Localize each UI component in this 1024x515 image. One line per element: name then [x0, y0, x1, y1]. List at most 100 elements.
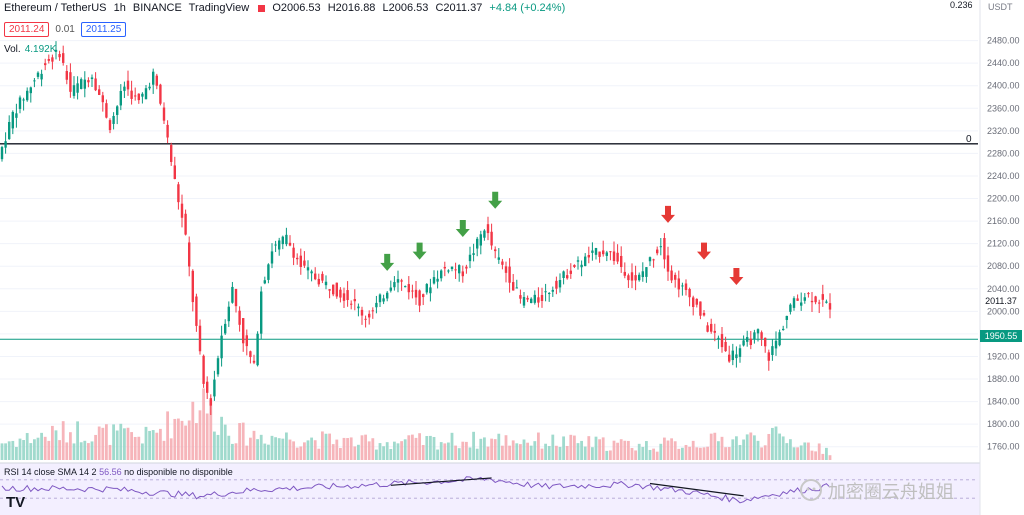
candle-body: [126, 80, 130, 90]
market-status-icon: [258, 4, 266, 12]
volume-bar: [367, 441, 371, 460]
volume-bar: [429, 435, 432, 460]
candle-body: [339, 289, 342, 298]
volume-bar: [508, 445, 511, 460]
rsi-trendline: [649, 482, 744, 497]
volume-bar: [436, 449, 439, 460]
volume-bar: [295, 447, 299, 460]
volume-bar: [249, 437, 252, 460]
volume-bar: [529, 445, 533, 460]
exchange: BINANCE: [132, 2, 182, 14]
y-tick-label: 1840.00: [987, 397, 1020, 407]
candle-body: [821, 294, 824, 300]
volume-bar: [137, 436, 141, 460]
candle-body: [443, 266, 446, 269]
volume-bar: [504, 435, 508, 460]
candle-body: [666, 255, 670, 272]
rsi-legend[interactable]: RSI 14 close SMA 14 2 56.56 no disponibl…: [4, 467, 233, 477]
candle-body: [54, 49, 58, 52]
candle-body: [310, 271, 313, 274]
candle-body: [674, 274, 677, 280]
candle-body: [202, 355, 205, 384]
candle-body: [281, 236, 284, 245]
candle-body: [411, 290, 414, 292]
volume-bar: [349, 437, 353, 460]
candle-body: [198, 325, 202, 352]
volume-bar: [187, 420, 191, 460]
sell-button[interactable]: 2011.24: [4, 22, 50, 37]
volume-bar: [612, 440, 616, 460]
symbol-name[interactable]: Ethereum / TetherUS: [4, 2, 107, 14]
volume-bar: [101, 427, 105, 460]
volume-bar: [198, 410, 202, 460]
volume-bar: [594, 436, 598, 460]
volume-bar: [785, 443, 789, 460]
interval[interactable]: 1h: [113, 2, 126, 14]
currency-label[interactable]: USDT: [988, 2, 1013, 12]
volume-bar: [799, 445, 803, 460]
candle-body: [476, 238, 479, 249]
candle-body: [335, 282, 338, 297]
candle-body: [80, 79, 83, 89]
candle-body: [191, 270, 194, 303]
candle-body: [792, 298, 796, 308]
y-tick-label: 2280.00: [987, 148, 1020, 158]
candle-body: [814, 296, 817, 303]
volume-bar: [418, 433, 421, 460]
candle-body: [749, 338, 752, 346]
candle-body: [238, 310, 241, 325]
candle-body: [756, 329, 760, 334]
candle-body: [44, 63, 47, 66]
volume-bar: [767, 433, 771, 460]
candle-body: [699, 301, 702, 316]
candle-body: [544, 291, 547, 293]
candle-body: [447, 270, 450, 272]
volume-bar: [522, 439, 526, 460]
candle-body: [760, 332, 763, 339]
candle-body: [231, 286, 234, 303]
candle-body: [51, 57, 54, 62]
candle-body: [638, 274, 641, 281]
candle-body: [663, 238, 666, 260]
candle-body: [375, 302, 378, 308]
candle-body: [573, 264, 576, 267]
candle-body: [796, 298, 799, 301]
last-price-label: 2011.37: [985, 296, 1017, 306]
candle-body: [659, 246, 662, 248]
candle-body: [321, 273, 324, 281]
buy-arrow-icon: [455, 220, 470, 237]
volume-bar: [112, 424, 115, 460]
volume-bar: [303, 442, 306, 460]
candle-body: [458, 265, 461, 274]
volume-bar: [450, 432, 454, 460]
candle-body: [11, 111, 14, 129]
volume-bar: [601, 437, 605, 460]
candle-body: [540, 294, 544, 301]
candle-body: [497, 257, 500, 260]
volume-bar: [569, 434, 573, 460]
buy-button[interactable]: 2011.25: [80, 22, 127, 37]
candle-body: [256, 333, 259, 366]
top-value: 0.236: [950, 0, 973, 10]
candle-body: [454, 269, 457, 271]
volume-bar: [519, 444, 522, 460]
candle-body: [144, 88, 148, 100]
candle-body: [630, 272, 634, 281]
volume-bar: [641, 446, 645, 460]
tradingview-logo-icon[interactable]: TV: [6, 494, 26, 511]
volume-bar: [259, 434, 263, 460]
volume-bar: [375, 449, 378, 460]
volume-bar: [195, 423, 198, 460]
volume-bar: [22, 440, 25, 460]
candle-body: [386, 292, 389, 299]
candle-body: [350, 303, 353, 305]
volume-bar: [598, 439, 601, 460]
candle-body: [627, 275, 630, 281]
volume-bar: [670, 438, 673, 460]
y-tick-label: 2080.00: [987, 261, 1020, 271]
candle-body: [400, 280, 403, 282]
candle-body: [461, 271, 464, 277]
volume-bar: [677, 448, 681, 460]
